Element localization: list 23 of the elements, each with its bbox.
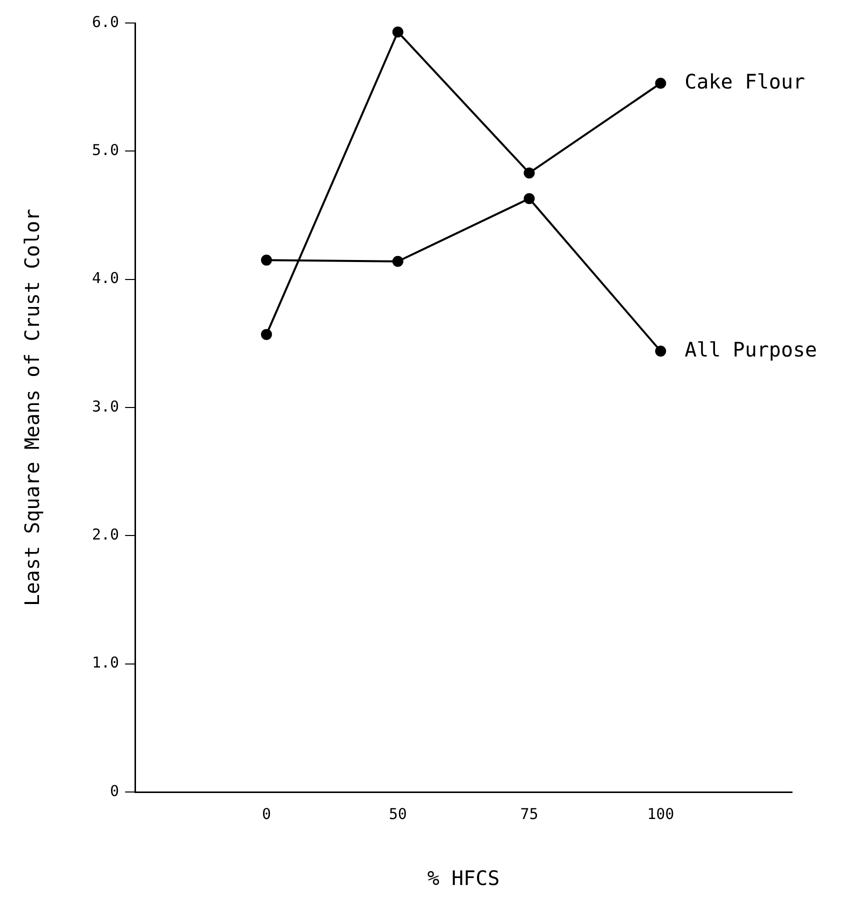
y-tick-label: 3.0 (92, 397, 120, 416)
point (524, 167, 535, 178)
y-tick-label: 1.0 (92, 654, 120, 672)
y-tick-label: 4.0 (92, 269, 120, 288)
y-tick-label: 5.0 (92, 141, 120, 160)
y-tick-label: 2.0 (92, 526, 120, 544)
y-axis-title: Least Square Means of Crust Color (20, 208, 44, 606)
point (655, 346, 666, 357)
y-tick-label: 0 (110, 782, 120, 800)
series-label: All Purpose (684, 337, 818, 362)
point (524, 193, 535, 204)
point (655, 78, 666, 89)
point (260, 254, 272, 266)
x-tick-label: 50 (388, 804, 407, 823)
y-tick-label: 6.0 (92, 12, 120, 31)
point (392, 26, 404, 38)
point (392, 256, 404, 267)
x-tick-label: 100 (647, 804, 674, 823)
series-label: Cake Flour (684, 69, 806, 94)
x-tick-label: 75 (520, 804, 538, 823)
point (260, 328, 272, 340)
x-axis-title: % HFCS (427, 866, 500, 890)
x-tick-label: 0 (262, 804, 271, 823)
